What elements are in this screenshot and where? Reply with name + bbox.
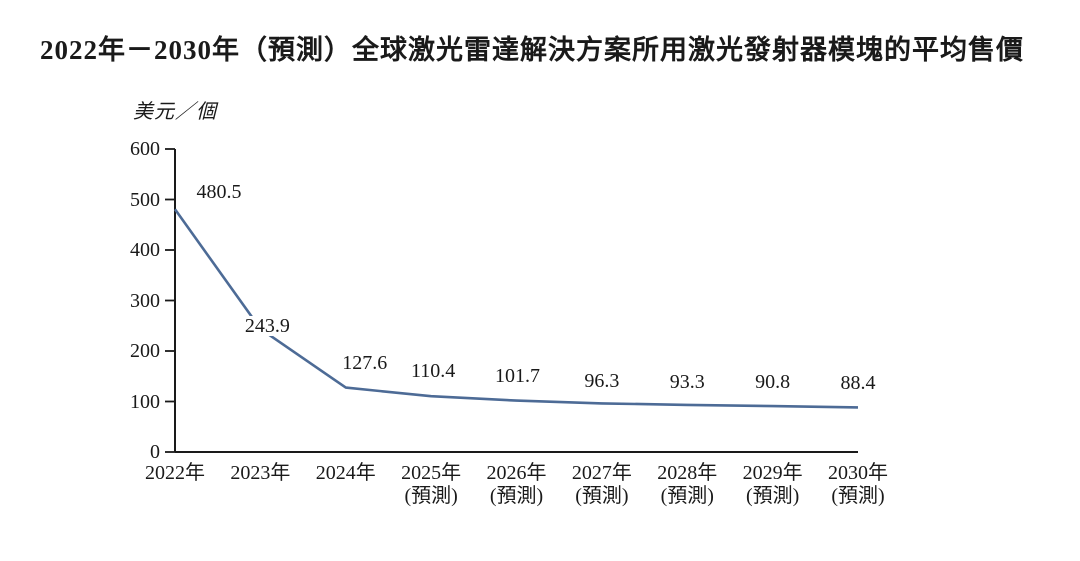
x-category-forecast-note: (預測) (575, 485, 629, 507)
data-point-label: 90.8 (753, 371, 793, 394)
x-category-label: 2030年 (預測) (808, 462, 908, 508)
y-tick-label: 200 (130, 340, 160, 362)
y-tick-label: 100 (130, 390, 160, 413)
x-category-year: 2029年 (742, 462, 803, 484)
y-tick-label: 600 (130, 138, 160, 160)
price-trend-line (173, 208, 859, 409)
data-point-label: 93.3 (667, 370, 707, 393)
x-category-label: 2025年 (預測) (381, 462, 481, 508)
x-category-forecast-note: (預測) (660, 485, 714, 507)
data-point-label: 110.4 (408, 360, 458, 383)
x-category-forecast-note: (預測) (745, 485, 800, 507)
x-category-label: 2029年 (預測) (723, 462, 823, 508)
x-category-label: 2024年 (296, 462, 396, 485)
x-category-label: 2023年 (210, 462, 310, 485)
x-category-year: 2025年 (401, 462, 462, 484)
x-category-forecast-note: (預測) (831, 485, 885, 507)
y-tick-label: 400 (130, 239, 160, 261)
data-point-label: 101.7 (493, 364, 542, 387)
x-category-year: 2030年 (828, 462, 888, 484)
x-category-year: 2022年 (145, 462, 205, 484)
data-point-label: 480.5 (194, 181, 244, 204)
y-tick-label: 0 (150, 441, 160, 463)
x-category-label: 2028年 (預測) (637, 462, 737, 508)
data-point-label: 127.6 (340, 351, 390, 374)
x-category-label: 2026年 (預測) (467, 462, 567, 508)
data-point-label: 96.3 (582, 370, 622, 393)
y-tick-label: 300 (130, 289, 160, 312)
x-category-label: 2022年 (125, 462, 225, 485)
chart-title: 2022年－2030年（預測）全球激光雷達解決方案所用激光發射器模塊的平均售價 (40, 35, 1024, 65)
x-category-year: 2028年 (657, 462, 718, 484)
y-tick-label: 500 (130, 188, 160, 211)
data-point-label: 243.9 (242, 314, 292, 337)
x-category-year: 2024年 (315, 462, 376, 484)
x-category-label: 2027年 (預測) (552, 462, 652, 508)
x-category-forecast-note: (預測) (404, 485, 458, 507)
x-category-year: 2026年 (486, 462, 547, 484)
x-category-year: 2027年 (571, 462, 632, 484)
y-axis-unit-label: 美元／個 (133, 101, 217, 123)
x-category-forecast-note: (預測) (489, 485, 544, 507)
data-point-label: 88.4 (838, 372, 878, 395)
x-category-year: 2023年 (230, 462, 291, 484)
